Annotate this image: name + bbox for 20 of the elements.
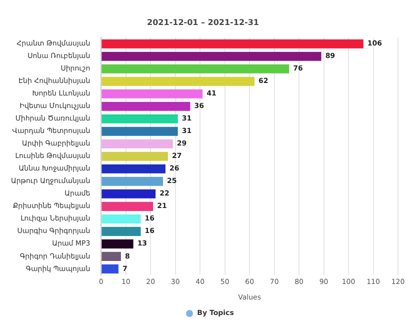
bar xyxy=(102,102,190,111)
bar xyxy=(102,164,166,174)
bar xyxy=(102,226,141,236)
bar xyxy=(102,264,118,274)
bar xyxy=(102,176,163,186)
bar xyxy=(102,152,168,161)
bar xyxy=(102,239,134,248)
bar xyxy=(102,252,121,261)
bar xyxy=(102,89,203,98)
bar xyxy=(102,214,141,224)
chart-title: 2021-12-01 – 2021-12-31 xyxy=(147,18,260,27)
bar xyxy=(102,202,154,211)
bar xyxy=(102,39,364,48)
bar xyxy=(102,76,255,86)
bar xyxy=(102,139,173,148)
bar xyxy=(102,64,290,74)
bar xyxy=(102,126,178,136)
bar xyxy=(102,114,178,124)
bar xyxy=(102,189,156,198)
bar xyxy=(102,52,322,61)
